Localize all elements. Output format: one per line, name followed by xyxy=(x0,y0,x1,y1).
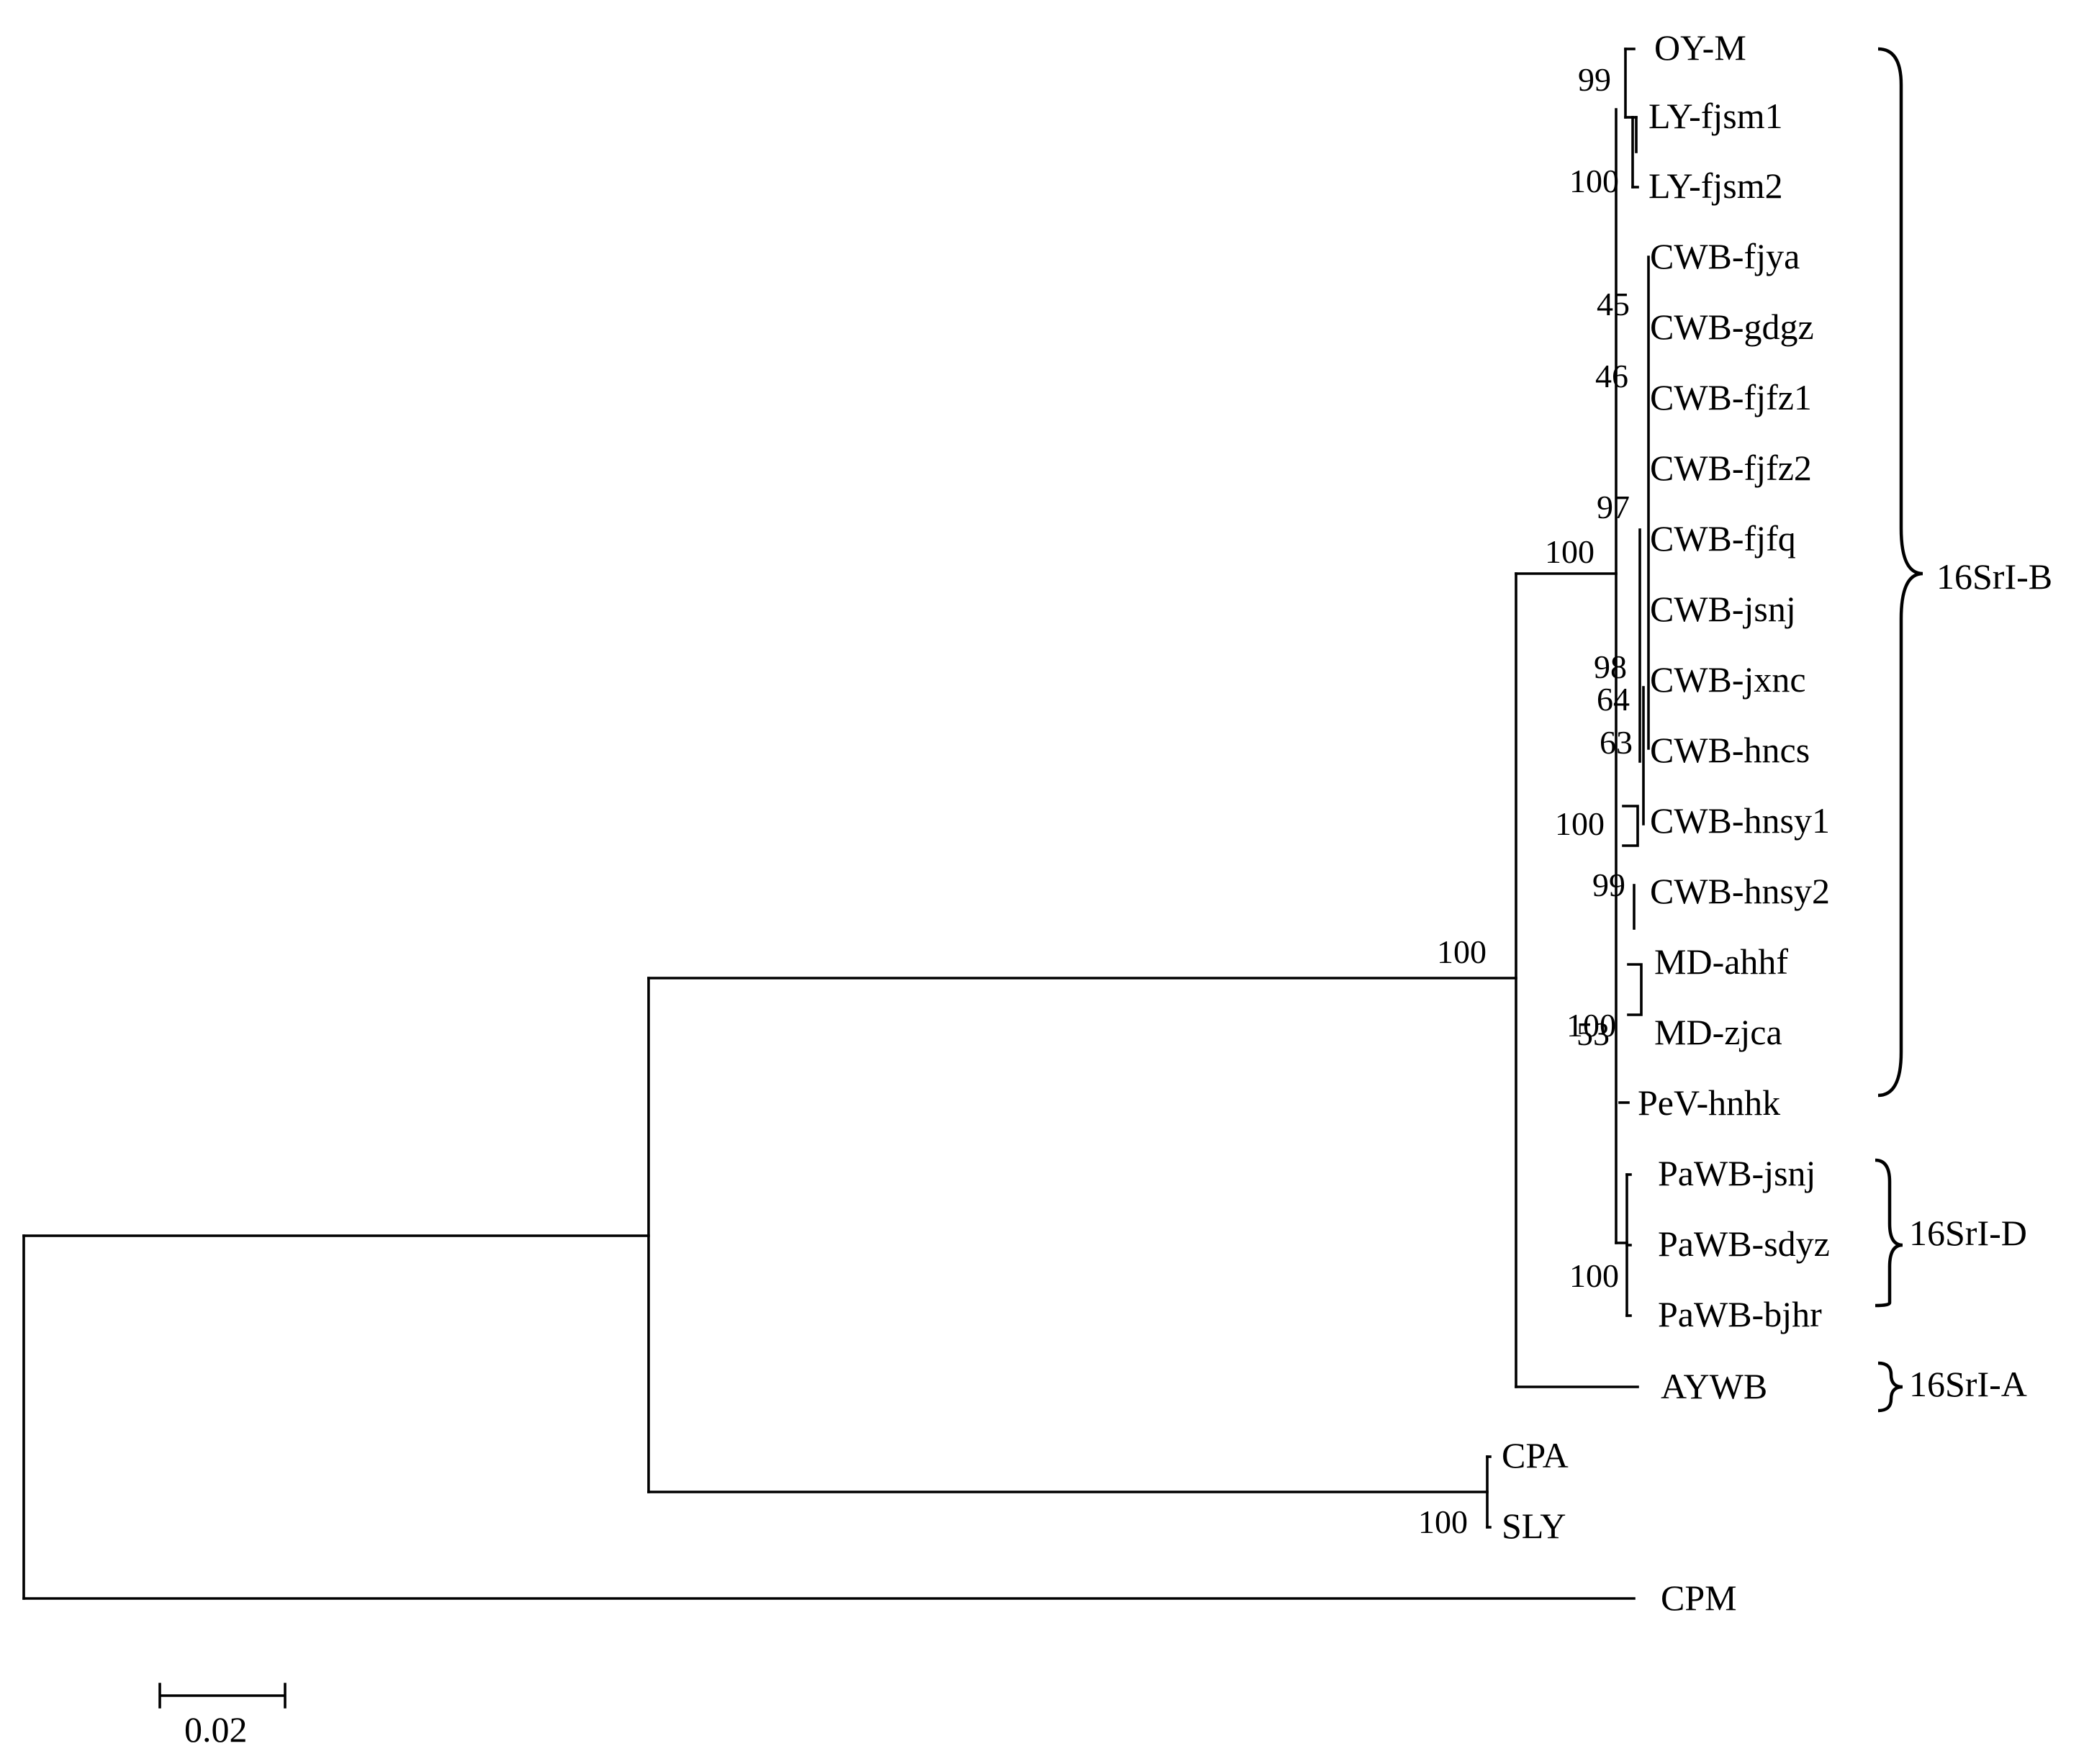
leaf-label-cpm: CPM xyxy=(1661,1578,1737,1618)
leaf-label-cwbfjfq: CWB-fjfq xyxy=(1650,518,1796,558)
scale-bar-line xyxy=(158,1683,287,1709)
leaf-label-cwbfjfz2: CWB-fjfz2 xyxy=(1650,448,1812,488)
leaf-labels: OY-M LY-fjsm1 LY-fjsm2 CWB-fjya CWB-gdgz CWB-… xyxy=(1502,27,1830,1618)
leaf-label-cwbhncs: CWB-hncs xyxy=(1650,730,1810,770)
bootstrap-value: 64 xyxy=(1597,681,1630,718)
leaf-label-mdahhf: MD-ahhf xyxy=(1654,941,1788,982)
brace-16sri-a xyxy=(1877,1361,1903,1413)
bootstrap-value: 100 xyxy=(1569,1257,1619,1294)
bootstrap-value: 100 xyxy=(1569,163,1619,199)
leaf-label-cwbhnsy2: CWB-hnsy2 xyxy=(1650,871,1830,911)
brace-16sri-d xyxy=(1875,1158,1903,1308)
leaf-label-oym: OY-M xyxy=(1654,27,1746,68)
bootstrap-value: 100 xyxy=(1566,1007,1616,1044)
leaf-label-cwbjxnc: CWB-jxnc xyxy=(1650,659,1806,700)
leaf-label-sly: SLY xyxy=(1502,1506,1566,1546)
bootstrap-value: 97 xyxy=(1597,489,1630,525)
leaf-label-cpa: CPA xyxy=(1502,1435,1569,1475)
bootstrap-value: 100 xyxy=(1418,1503,1468,1540)
group-label-16sri-a: 16SrI-A xyxy=(1909,1364,2027,1404)
leaf-label-lyfjsm1: LY-fjsm1 xyxy=(1648,96,1783,136)
bootstrap-value: 45 xyxy=(1597,286,1630,322)
bootstrap-value: 99 xyxy=(1592,867,1625,903)
group-label-16sri-d: 16SrI-D xyxy=(1909,1213,2027,1253)
leaf-label-pevhnhk: PeV-hnhk xyxy=(1638,1082,1780,1123)
leaf-label-pawbsdyz: PaWB-sdyz xyxy=(1658,1224,1830,1264)
bootstrap-value: 63 xyxy=(1600,724,1633,761)
leaf-label-lyfjsm2: LY-fjsm2 xyxy=(1648,166,1783,206)
bootstrap-value: 99 xyxy=(1578,61,1611,98)
leaf-label-cwbgdgz: CWB-gdgz xyxy=(1650,307,1814,347)
leaf-label-aywb: AYWB xyxy=(1661,1366,1767,1406)
leaf-label-cwbfjfz1: CWB-fjfz1 xyxy=(1650,377,1812,417)
scale-bar-label: 0.02 xyxy=(184,1709,248,1750)
branch-hnsy-box xyxy=(1622,805,1639,847)
scale-bar: 0.02 xyxy=(158,1683,287,1750)
bootstrap-value: 46 xyxy=(1595,358,1628,394)
bootstrap-value: 100 xyxy=(1555,805,1605,842)
bootstrap-value: 98 xyxy=(1594,648,1627,685)
branch-md-box xyxy=(1627,963,1643,1016)
bootstrap-value: 100 xyxy=(1545,533,1594,570)
leaf-label-mdzjca: MD-zjca xyxy=(1654,1012,1782,1052)
bootstrap-value: 100 xyxy=(1437,933,1487,970)
bootstrap-value: 53 xyxy=(1576,1016,1610,1052)
brace-16sri-b xyxy=(1877,47,1923,1098)
tree-branches xyxy=(22,48,1650,1600)
leaf-label-cwbjsnj: CWB-jsnj xyxy=(1650,589,1796,629)
group-braces xyxy=(1875,47,1923,1413)
leaf-label-cwbfjya: CWB-fjya xyxy=(1650,236,1800,276)
leaf-label-pawbjsnj: PaWB-jsnj xyxy=(1658,1153,1815,1193)
group-label-16sri-b: 16SrI-B xyxy=(1936,556,2052,597)
leaf-label-cwbhnsy1: CWB-hnsy1 xyxy=(1650,800,1830,841)
leaf-label-pawbbjhr: PaWB-bjhr xyxy=(1658,1294,1822,1334)
